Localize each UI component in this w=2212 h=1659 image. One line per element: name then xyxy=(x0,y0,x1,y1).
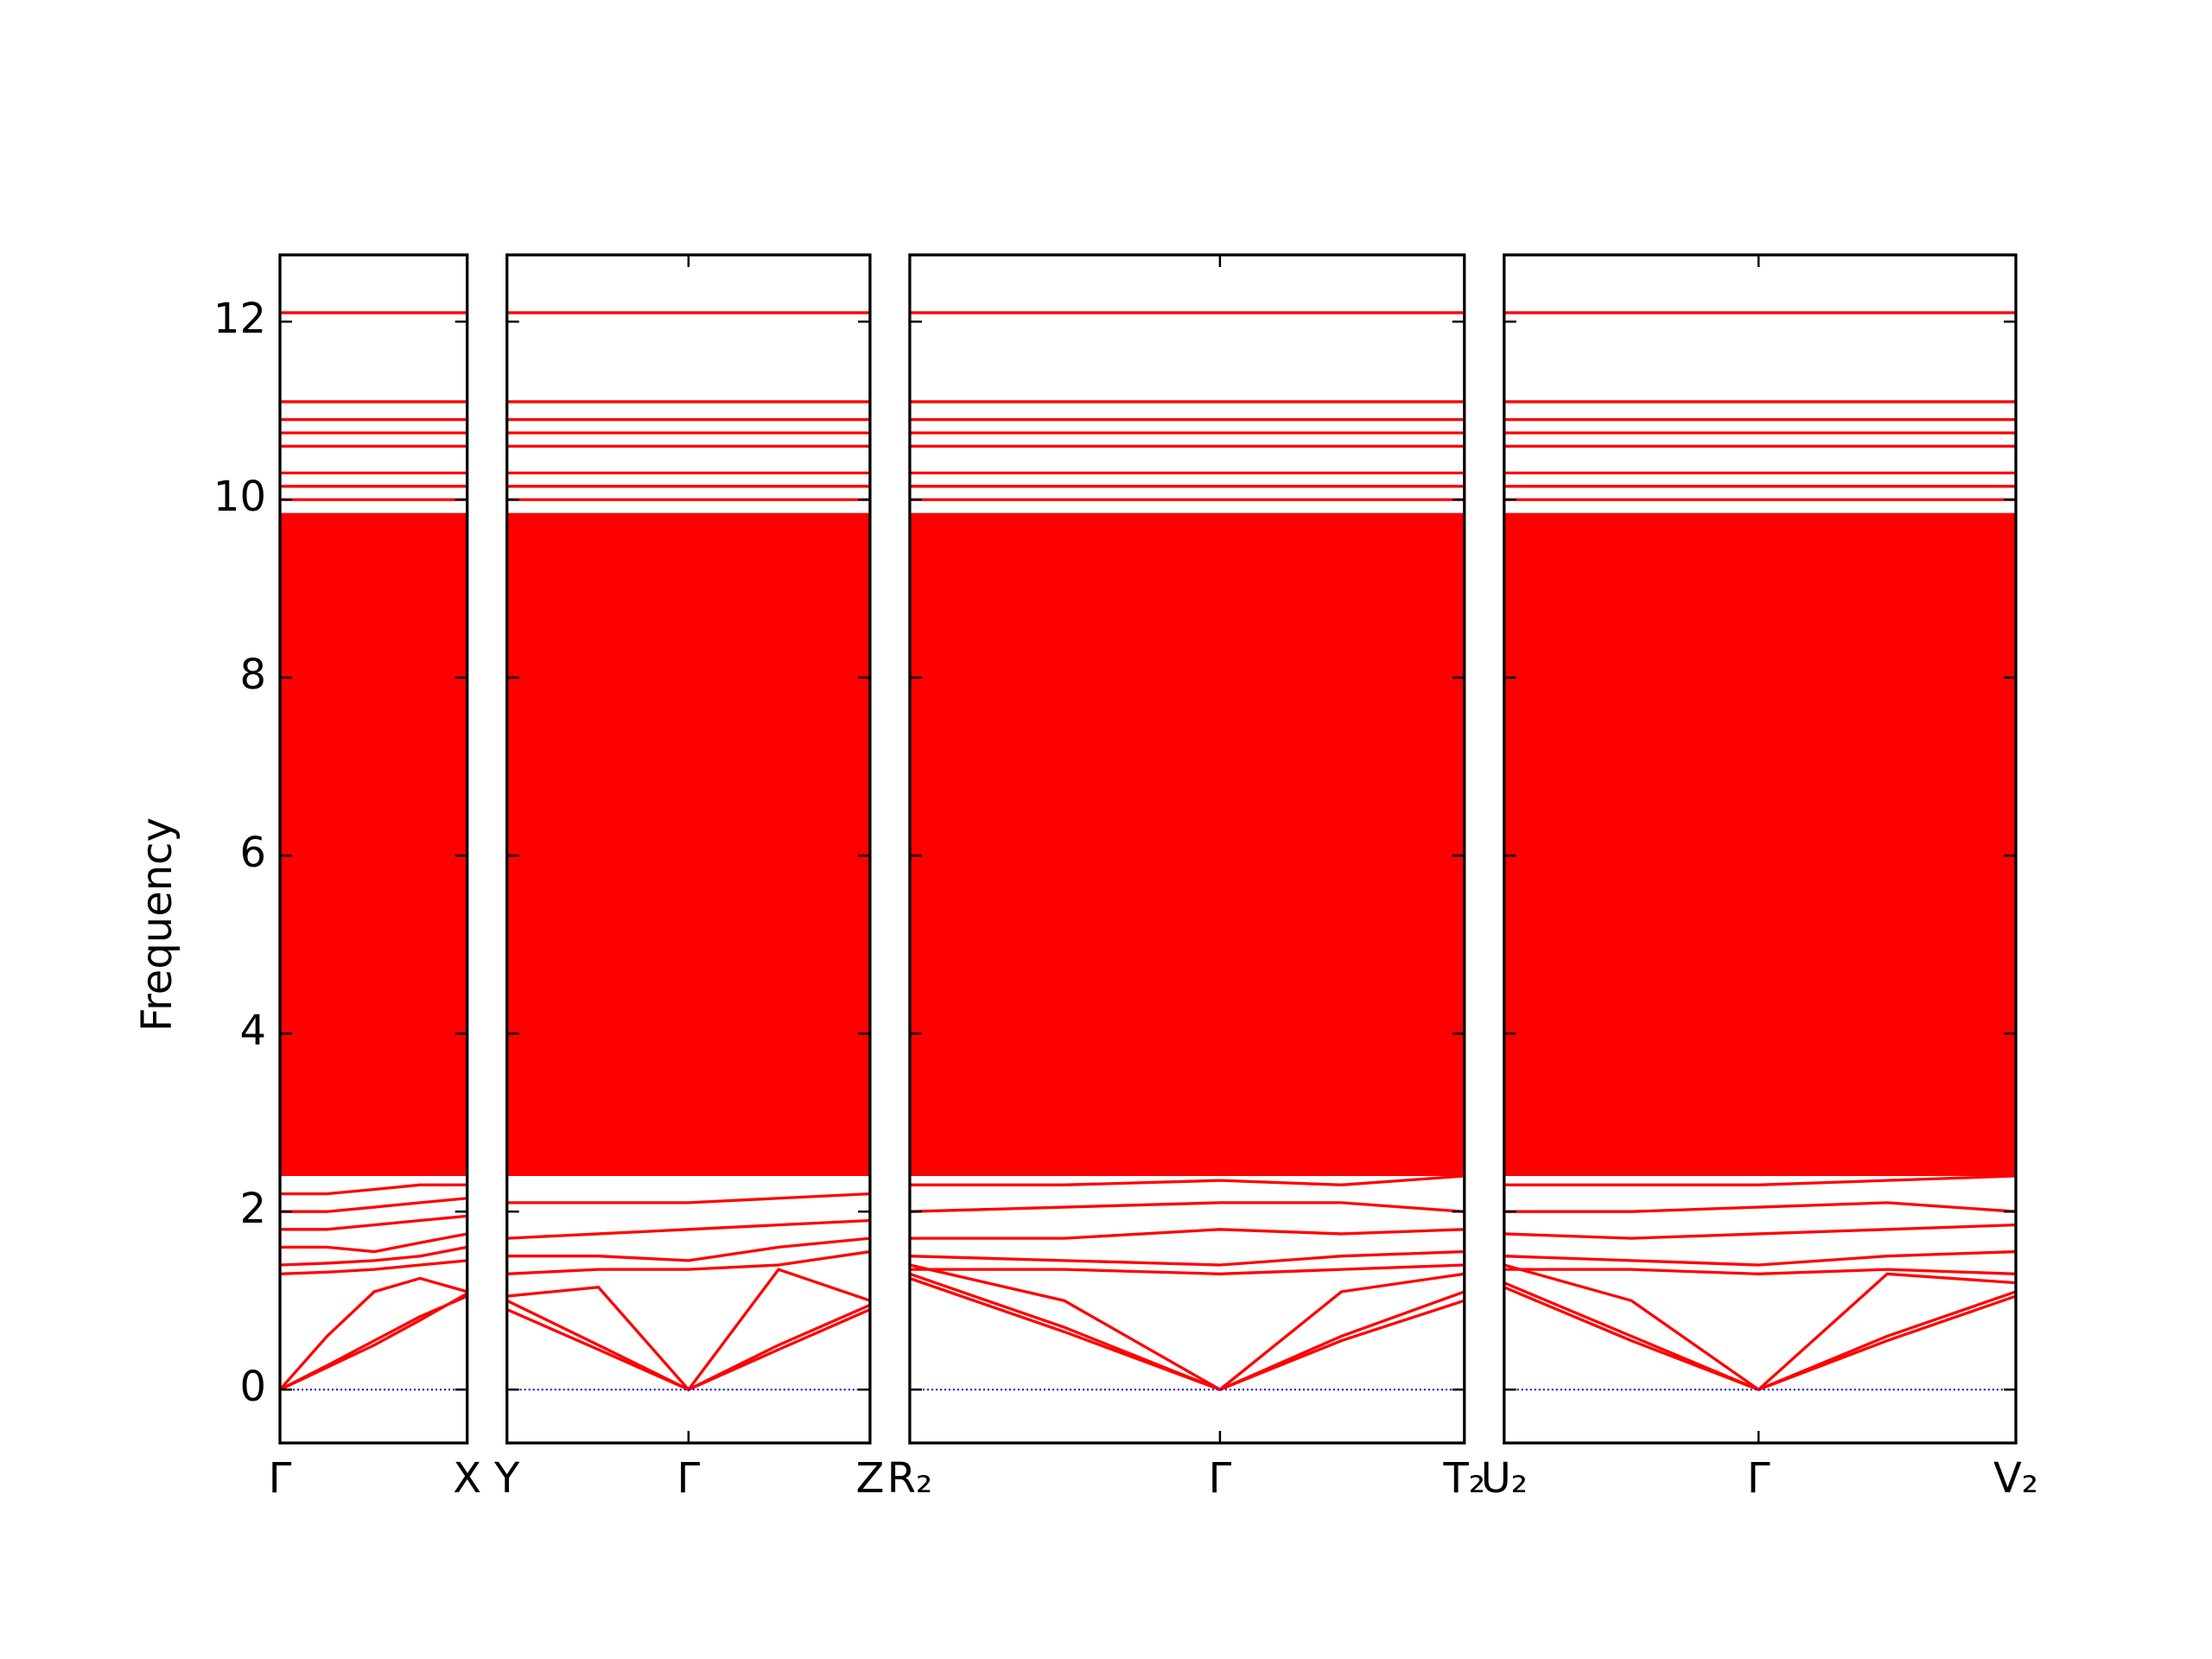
y-tick-label: 10 xyxy=(213,473,266,521)
panel-frame xyxy=(908,253,1466,1445)
band-line xyxy=(1503,1263,2016,1392)
y-tick-label: 8 xyxy=(239,651,266,699)
x-tick-label: V₂ xyxy=(1993,1454,2038,1503)
y-tick-label: 12 xyxy=(213,295,266,343)
band-fill xyxy=(909,512,1465,1177)
x-tick-label: Γ xyxy=(677,1454,700,1503)
x-tick-label: Γ xyxy=(269,1454,292,1503)
y-axis-label: Frequency xyxy=(133,817,181,1032)
band-line xyxy=(1503,1281,2016,1391)
band-line xyxy=(280,1245,467,1267)
x-tick-label: U₂ xyxy=(1481,1454,1528,1503)
x-tick-label: Γ xyxy=(1747,1454,1770,1503)
band-fill xyxy=(506,512,870,1177)
band-line xyxy=(909,1174,1465,1186)
band-line xyxy=(909,1228,1465,1240)
band-line xyxy=(506,1307,870,1392)
band-line xyxy=(280,1183,467,1196)
band-line xyxy=(506,1236,870,1262)
y-tick-label: 0 xyxy=(239,1363,266,1411)
x-tick-label: Z xyxy=(855,1454,884,1503)
panel xyxy=(280,311,467,1391)
x-tick-label: R₂ xyxy=(887,1454,933,1503)
x-tick-label: T₂ xyxy=(1442,1454,1485,1503)
panel xyxy=(506,311,870,1392)
x-tick-label: X xyxy=(453,1454,481,1503)
panel-frame xyxy=(1503,253,2018,1445)
band-line xyxy=(1503,1174,2016,1186)
band-line xyxy=(909,1201,1465,1213)
y-tick-label: 2 xyxy=(239,1185,266,1233)
x-tick-label: Y xyxy=(493,1454,520,1503)
band-line xyxy=(506,1249,870,1275)
band-line xyxy=(506,1218,870,1240)
band-line xyxy=(280,1214,467,1231)
band-line xyxy=(1503,1201,2016,1213)
band-line xyxy=(506,1299,870,1392)
panel-frame xyxy=(278,253,469,1445)
y-tick-label: 4 xyxy=(239,1007,266,1055)
band-line xyxy=(506,1192,870,1205)
band-line xyxy=(280,1197,467,1213)
band-line xyxy=(909,1249,1465,1267)
band-line xyxy=(909,1263,1465,1392)
band-line xyxy=(909,1263,1465,1275)
band-line xyxy=(1503,1249,2016,1267)
band-line xyxy=(280,1292,467,1391)
band-line xyxy=(909,1276,1465,1391)
panel-frame xyxy=(505,253,872,1445)
band-line xyxy=(1503,1224,2016,1240)
band-line xyxy=(1503,1268,2016,1275)
band-line xyxy=(280,1259,467,1275)
y-tick-label: 6 xyxy=(239,829,266,877)
band-line xyxy=(280,1276,467,1391)
band-line xyxy=(1503,1286,2016,1391)
panel xyxy=(909,311,1465,1392)
band-fill xyxy=(1503,512,2016,1177)
x-tick-label: Γ xyxy=(1209,1454,1232,1503)
panel xyxy=(1503,311,2016,1392)
band-line xyxy=(280,1232,467,1254)
band-fill xyxy=(280,512,467,1177)
